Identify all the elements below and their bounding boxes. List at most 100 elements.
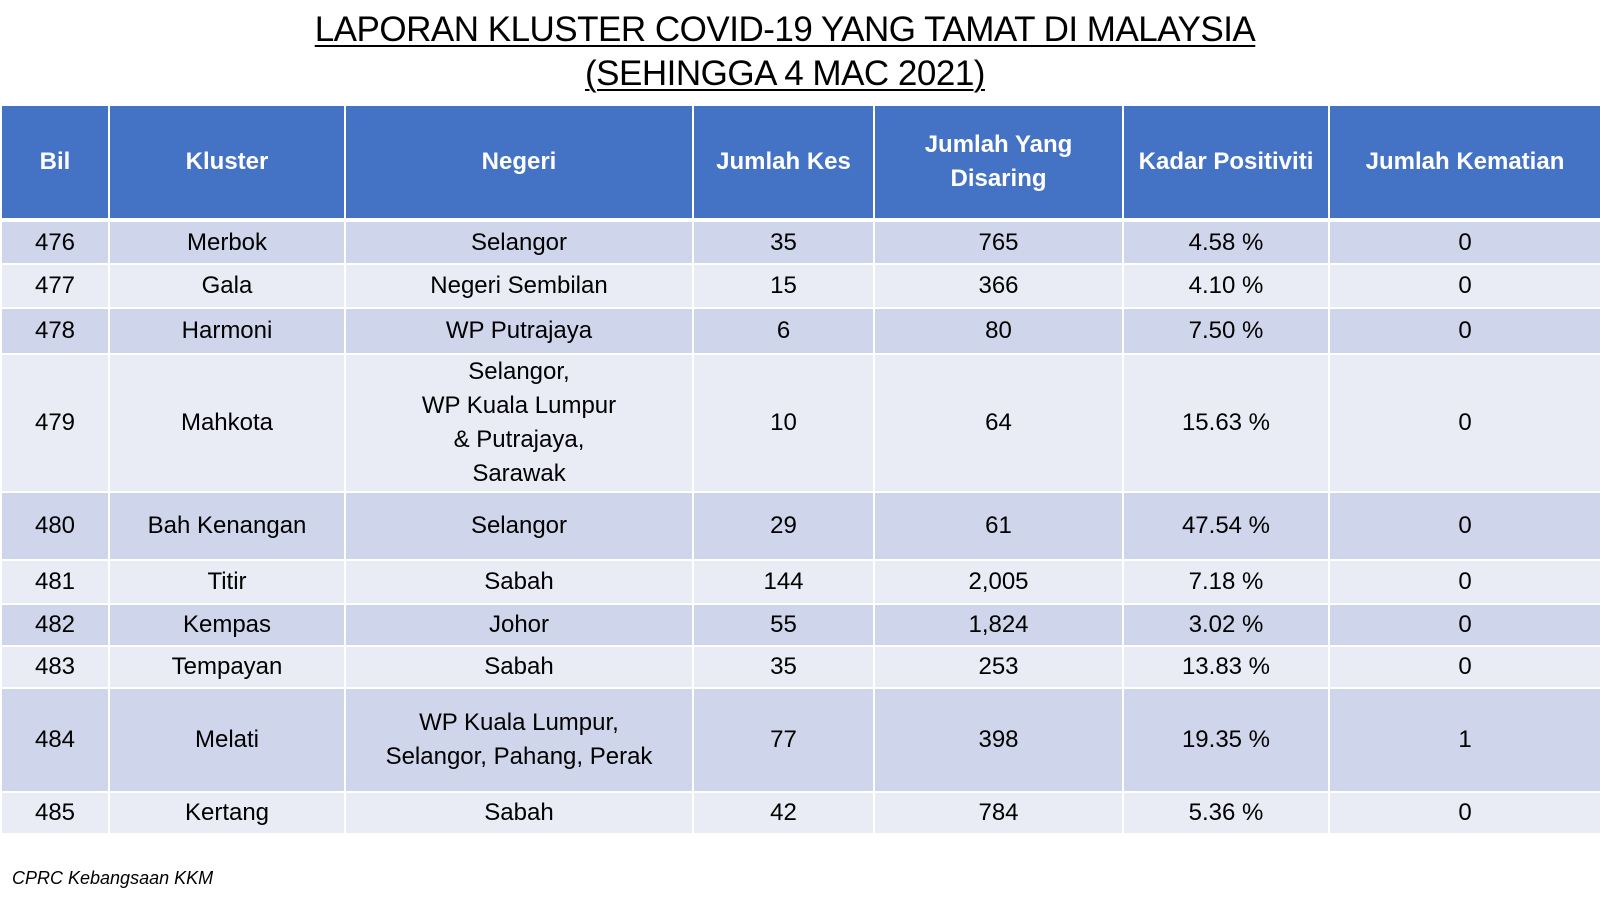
cell-kadar-positiviti: 3.02 % [1122, 603, 1330, 647]
title-line-2: (SEHINGGA 4 MAC 2021) [585, 54, 985, 93]
cell-jumlah-disaring: 1,824 [873, 603, 1124, 647]
cell-bil: 482 [0, 603, 110, 647]
cell-jumlah-kematian: 0 [1328, 307, 1600, 355]
cell-bil: 481 [0, 559, 110, 605]
cell-kluster: Tempayan [108, 645, 346, 689]
cell-jumlah-disaring: 253 [873, 645, 1124, 689]
header-negeri: Negeri [344, 104, 694, 222]
cell-kadar-positiviti: 4.58 % [1122, 219, 1330, 265]
cell-negeri-line: & Putrajaya, [453, 426, 585, 453]
table-row: 480 Bah Kenangan Selangor 29 61 47.54 % 0 [0, 491, 1600, 561]
cell-kluster: Mahkota [108, 353, 346, 493]
cell-negeri-line: Selangor, Pahang, Perak [385, 743, 653, 770]
cell-kluster: Titir [108, 559, 346, 605]
cell-jumlah-disaring: 366 [873, 263, 1124, 309]
table-body: 476 Merbok Selangor 35 765 4.58 % 0 477 Gala Nege… [0, 219, 1600, 835]
cell-negeri-line: Sabah [484, 653, 554, 680]
cell-bil: 478 [0, 307, 110, 355]
cell-jumlah-disaring: 765 [873, 219, 1124, 265]
cell-jumlah-kes: 55 [692, 603, 875, 647]
cell-jumlah-kes: 35 [692, 645, 875, 689]
cell-jumlah-disaring: 80 [873, 307, 1124, 355]
cell-negeri-line: Selangor, [468, 358, 570, 385]
cell-jumlah-kematian: 0 [1328, 491, 1600, 561]
cell-kadar-positiviti: 7.18 % [1122, 559, 1330, 605]
cell-jumlah-kes: 144 [692, 559, 875, 605]
cell-bil: 479 [0, 353, 110, 493]
cell-jumlah-kematian: 0 [1328, 263, 1600, 309]
cell-bil: 483 [0, 645, 110, 689]
header-jumlah-kes: Jumlah Kes [692, 104, 875, 222]
header-kluster: Kluster [108, 104, 346, 222]
cell-jumlah-kes: 42 [692, 791, 875, 835]
header-jumlah-kematian: Jumlah Kematian [1328, 104, 1600, 222]
cell-jumlah-kes: 29 [692, 491, 875, 561]
cell-kluster: Bah Kenangan [108, 491, 346, 561]
cell-negeri: Selangor [344, 219, 694, 265]
cell-negeri: Johor [344, 603, 694, 647]
cell-jumlah-kes: 6 [692, 307, 875, 355]
cell-negeri-line: Sabah [484, 799, 554, 826]
cell-negeri: Sabah [344, 645, 694, 689]
cell-negeri-line: Johor [488, 611, 550, 638]
cell-bil: 476 [0, 219, 110, 265]
table-row: 481 Titir Sabah 144 2,005 7.18 % 0 [0, 559, 1600, 605]
cell-jumlah-kematian: 0 [1328, 219, 1600, 265]
header-bil: Bil [0, 104, 110, 222]
cell-negeri: WP Kuala Lumpur, Selangor, Pahang, Perak [344, 687, 694, 793]
cell-jumlah-kes: 35 [692, 219, 875, 265]
cell-jumlah-kematian: 0 [1328, 791, 1600, 835]
cell-jumlah-disaring: 61 [873, 491, 1124, 561]
source-note: CPRC Kebangsaan KKM [12, 868, 214, 888]
cell-negeri-line: Sarawak [472, 460, 566, 487]
cell-negeri: Sabah [344, 559, 694, 605]
cell-jumlah-kematian: 0 [1328, 353, 1600, 493]
cell-kadar-positiviti: 5.36 % [1122, 791, 1330, 835]
cell-jumlah-disaring: 2,005 [873, 559, 1124, 605]
title-line-1: LAPORAN KLUSTER COVID-19 YANG TAMAT DI M… [314, 10, 1256, 49]
cell-jumlah-disaring: 64 [873, 353, 1124, 493]
table-row: 478 Harmoni WP Putrajaya 6 80 7.50 % 0 [0, 307, 1600, 355]
cell-jumlah-kematian: 0 [1328, 645, 1600, 689]
table-row: 477 Gala Negeri Sembilan 15 366 4.10 % 0 [0, 263, 1600, 309]
table-row: 476 Merbok Selangor 35 765 4.58 % 0 [0, 219, 1600, 265]
cell-jumlah-kes: 15 [692, 263, 875, 309]
header-jumlah-disaring-line2: Disaring [950, 165, 1047, 192]
cell-kadar-positiviti: 4.10 % [1122, 263, 1330, 309]
cell-negeri: Selangor, WP Kuala Lumpur & Putrajaya, Sara… [344, 353, 694, 493]
cell-kadar-positiviti: 47.54 % [1122, 491, 1330, 561]
cell-kluster: Melati [108, 687, 346, 793]
cell-kluster: Harmoni [108, 307, 346, 355]
page-title: LAPORAN KLUSTER COVID-19 YANG TAMAT DI M… [0, 8, 1570, 96]
header-jumlah-disaring: Jumlah Yang Disaring [873, 104, 1124, 222]
cell-jumlah-disaring: 784 [873, 791, 1124, 835]
cell-bil: 480 [0, 491, 110, 561]
cell-kluster: Merbok [108, 219, 346, 265]
cell-bil: 484 [0, 687, 110, 793]
cell-negeri: Selangor [344, 491, 694, 561]
cluster-table: Bil Kluster Negeri Jumlah Kes Jumlah Yan… [0, 104, 1600, 835]
cell-negeri-line: WP Kuala Lumpur, [419, 709, 619, 736]
table-row: 485 Kertang Sabah 42 784 5.36 % 0 [0, 791, 1600, 835]
table-row: 482 Kempas Johor 55 1,824 3.02 % 0 [0, 603, 1600, 647]
cell-jumlah-kematian: 0 [1328, 559, 1600, 605]
cell-bil: 477 [0, 263, 110, 309]
cell-jumlah-kes: 10 [692, 353, 875, 493]
cell-negeri: Sabah [344, 791, 694, 835]
cell-negeri-line: WP Kuala Lumpur [421, 392, 617, 419]
cell-jumlah-disaring: 398 [873, 687, 1124, 793]
cell-bil: 485 [0, 791, 110, 835]
cell-negeri-line: Selangor [470, 228, 568, 256]
cell-kadar-positiviti: 13.83 % [1122, 645, 1330, 689]
cell-kadar-positiviti: 19.35 % [1122, 687, 1330, 793]
cell-negeri-line: WP Putrajaya [445, 317, 593, 344]
table-row: 484 Melati WP Kuala Lumpur, Selangor, Pahan… [0, 687, 1600, 793]
cell-negeri-line: Selangor [470, 512, 568, 539]
table-header-row: Bil Kluster Negeri Jumlah Kes Jumlah Yan… [0, 104, 1600, 222]
cell-negeri-line: Negeri Sembilan [430, 272, 608, 299]
cell-jumlah-kematian: 1 [1328, 687, 1600, 793]
header-kadar-positiviti: Kadar Positiviti [1122, 104, 1330, 222]
header-jumlah-disaring-line1: Jumlah Yang [924, 131, 1073, 158]
cell-jumlah-kes: 77 [692, 687, 875, 793]
cell-kluster: Kertang [108, 791, 346, 835]
